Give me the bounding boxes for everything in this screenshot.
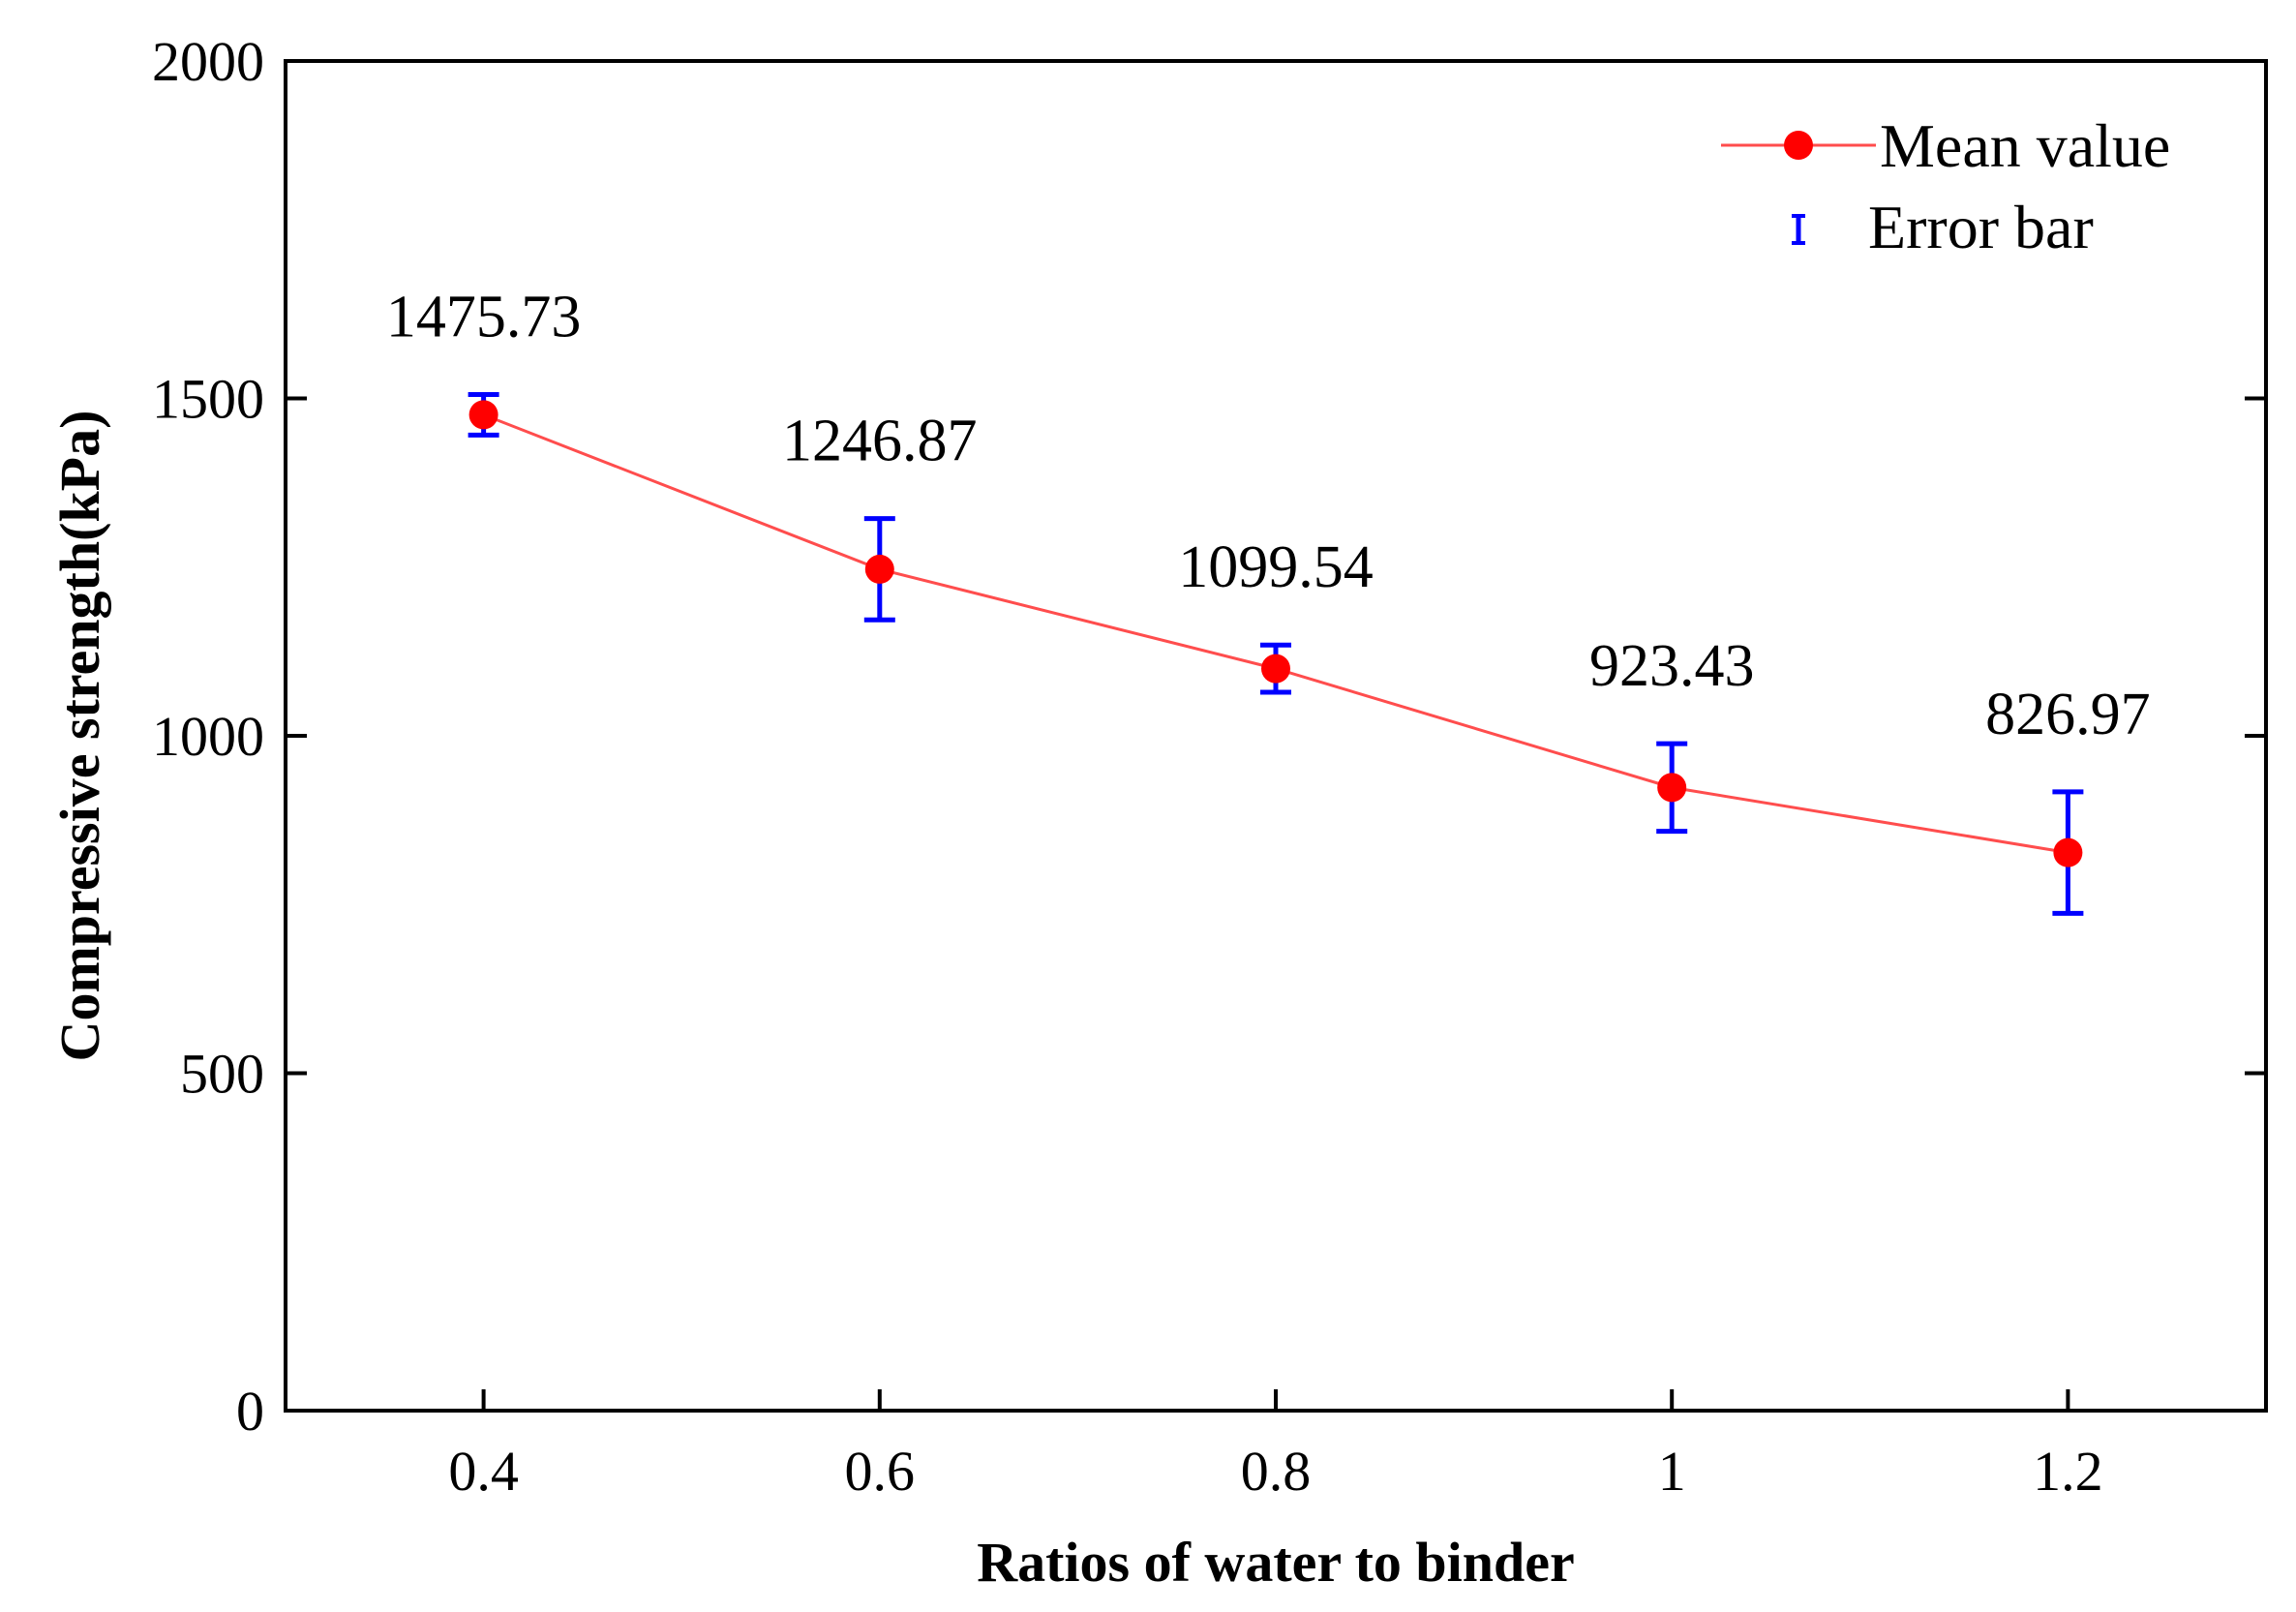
mean-value-point (468, 400, 498, 430)
x-tick-label: 0.8 (1241, 1440, 1312, 1503)
plot-frame (284, 59, 2268, 1413)
y-tick-label: 2000 (152, 30, 264, 93)
mean-value-point (1261, 654, 1290, 684)
data-label: 1246.87 (782, 409, 978, 474)
data-label: 1099.54 (1178, 534, 1374, 600)
legend-label: Error bar (1868, 193, 2094, 261)
mean-value-point (864, 554, 894, 584)
y-tick-label: 1000 (152, 705, 264, 768)
mean-value-point (2053, 837, 2083, 867)
x-tick-label: 0.4 (448, 1440, 519, 1503)
y-tick-label: 0 (236, 1380, 264, 1443)
y-axis-title: Compressive strength(kPa) (48, 411, 111, 1062)
x-tick-label: 1 (1658, 1440, 1686, 1503)
data-label: 923.43 (1589, 633, 1755, 699)
data-label: 826.97 (1985, 682, 2151, 747)
series-layer (468, 392, 2084, 916)
y-tick-label: 1500 (152, 368, 264, 431)
x-axis-title: Ratios of water to binder (977, 1531, 1575, 1594)
legend-marker-swatch (1784, 131, 1813, 160)
x-tick-label: 1.2 (2033, 1440, 2103, 1503)
data-label: 1475.73 (386, 285, 582, 350)
x-axis: 0.4 0.6 0.8 1 1.2 (448, 1389, 2103, 1503)
legend: Mean value Error bar (1721, 111, 2170, 261)
legend-label: Mean value (1880, 111, 2170, 180)
y-tick-label: 500 (180, 1043, 264, 1106)
data-labels: 1475.73 1246.87 1099.54 923.43 826.97 (386, 285, 2151, 747)
mean-value-point (1657, 773, 1687, 803)
y-axis: 0 500 1000 1500 2000 (152, 30, 2266, 1443)
x-tick-label: 0.6 (845, 1440, 916, 1503)
mean-value-line (483, 413, 2069, 855)
